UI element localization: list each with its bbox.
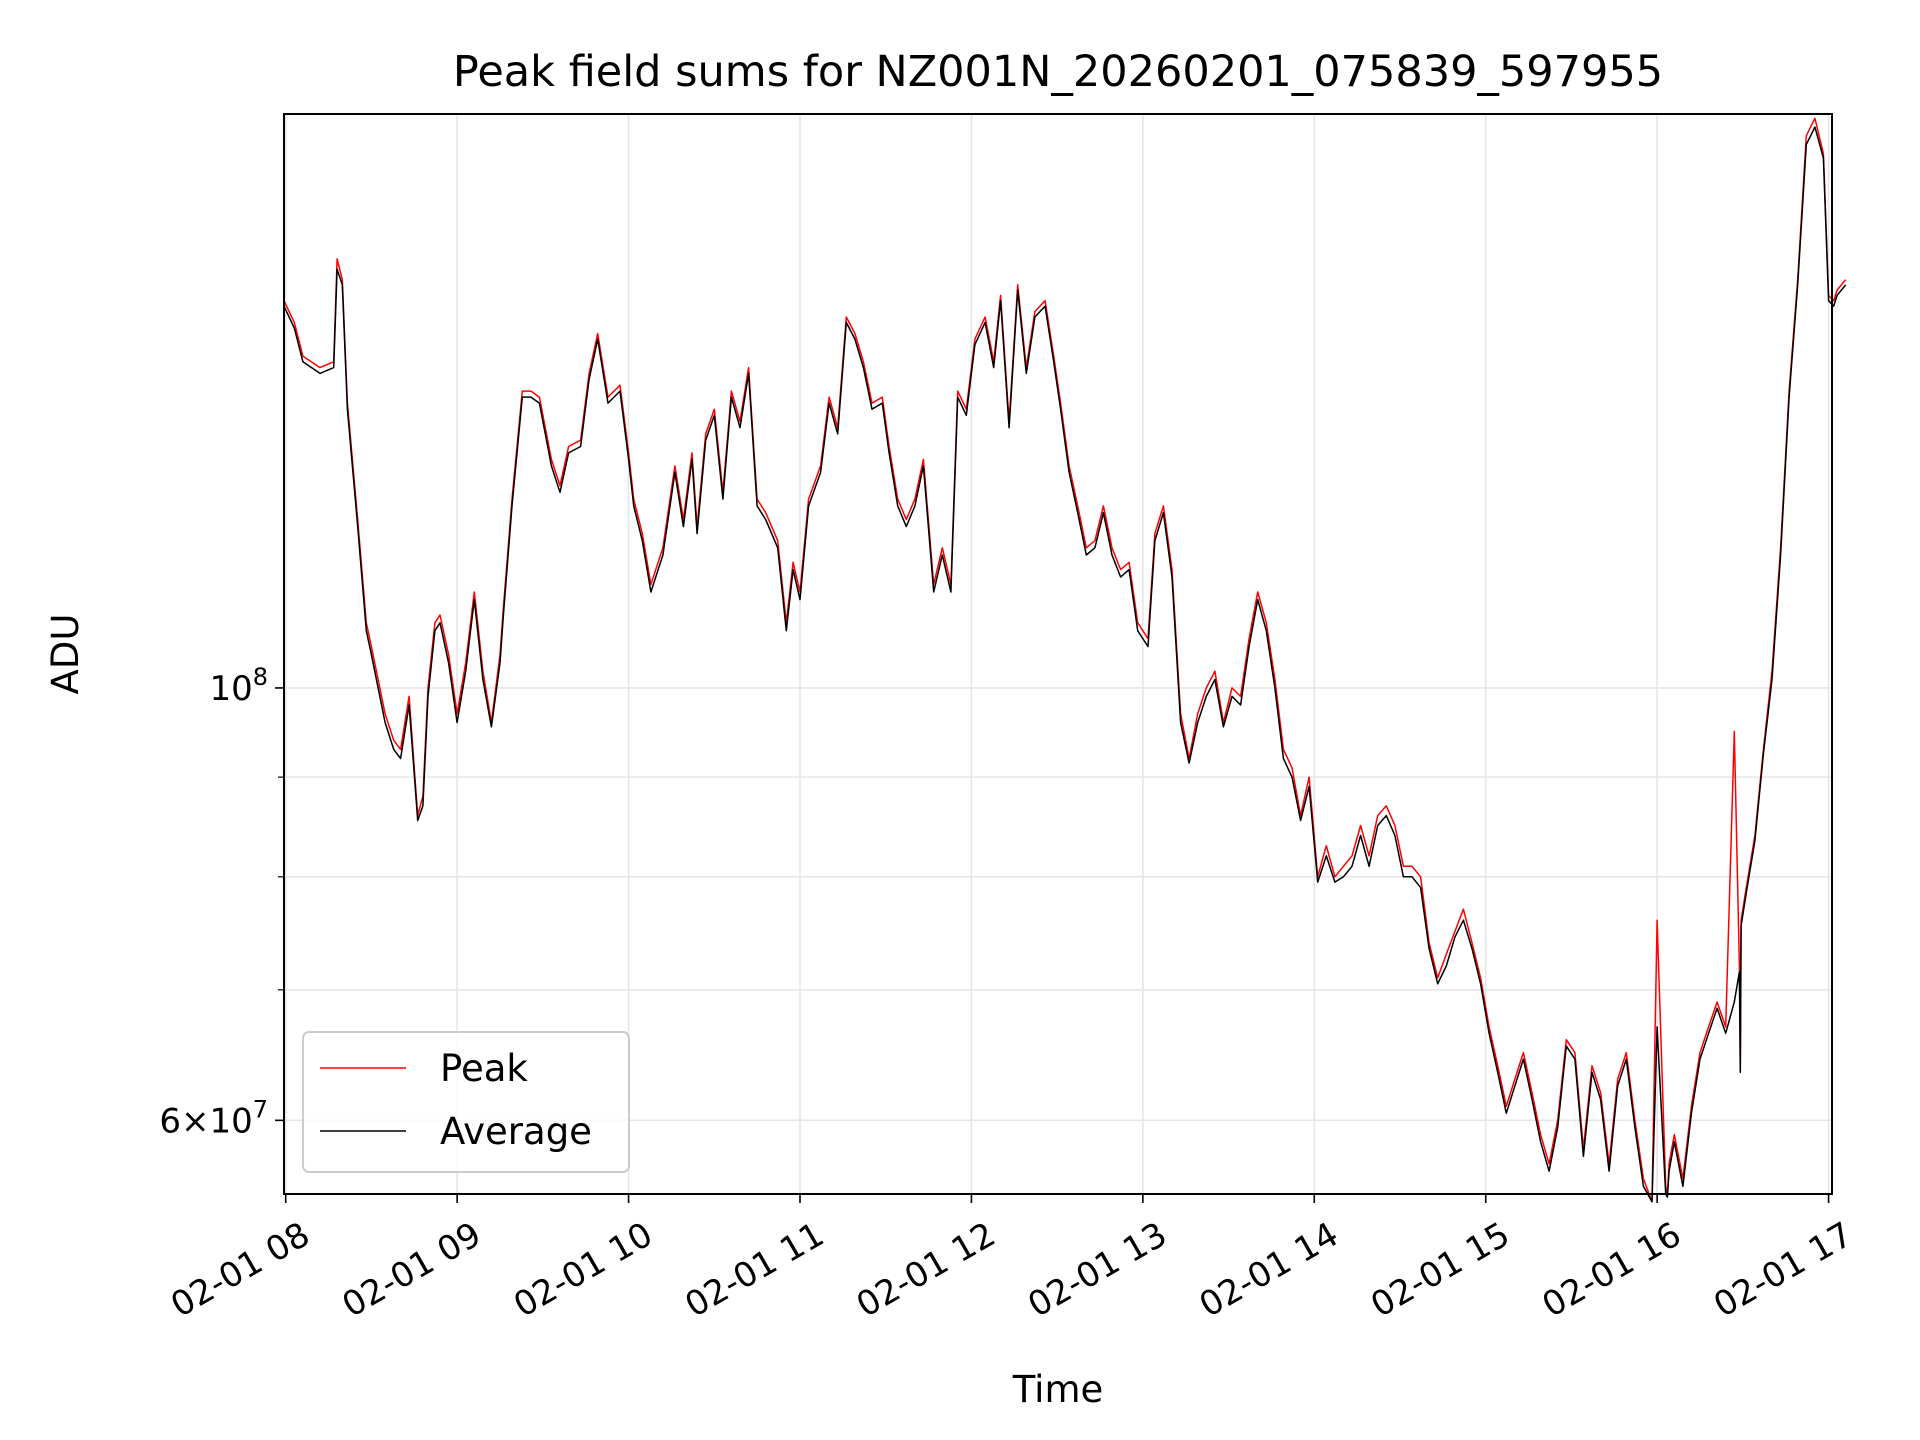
grid xyxy=(284,114,1832,1194)
legend-box xyxy=(302,1031,630,1173)
y-axis-title: ADU xyxy=(44,614,87,695)
y-tick-exponent: 7 xyxy=(253,1095,268,1123)
series-line-peak xyxy=(283,117,1847,1203)
legend: Peak Average xyxy=(302,1031,630,1173)
y-tick-mantissa: 6 xyxy=(159,1101,181,1141)
y-tick-exponent: 8 xyxy=(253,663,268,691)
series-lines xyxy=(283,117,1847,1203)
series-line-average xyxy=(283,126,1847,1203)
y-tick-base: 10 xyxy=(209,669,252,709)
chart-title: Peak field sums for NZ001N_20260201_0758… xyxy=(453,47,1663,97)
legend-average-label: Average xyxy=(440,1110,592,1153)
x-axis-title: Time xyxy=(1012,1368,1104,1411)
y-tick-base: ×10 xyxy=(181,1101,253,1141)
y-axis: 6×107 108 xyxy=(159,663,284,1141)
y-tick-label: 6×107 xyxy=(159,1095,268,1141)
legend-peak-label: Peak xyxy=(440,1047,528,1090)
plot-area-frame xyxy=(283,113,1833,1195)
y-tick-label: 108 xyxy=(209,663,268,709)
